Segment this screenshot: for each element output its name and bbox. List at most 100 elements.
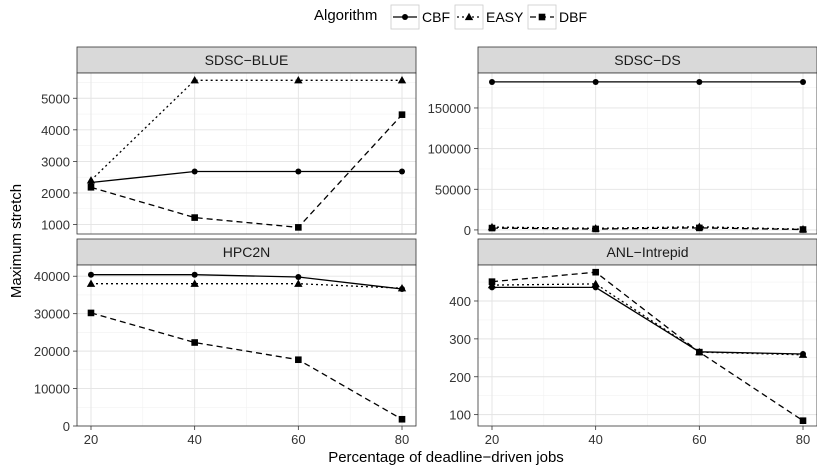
series-line-easy — [91, 283, 403, 289]
panel-border — [76, 264, 417, 427]
facet-strip — [477, 46, 817, 74]
data-point-dbf — [191, 214, 198, 221]
data-point-dbf — [488, 278, 496, 285]
data-point-easy — [294, 279, 303, 287]
y-tick-label: 50000 — [435, 182, 471, 197]
series-line-dbf — [90, 114, 403, 229]
y-axis-label: Maximum stretch — [8, 184, 25, 298]
y-tick-label: 20000 — [34, 344, 70, 359]
legend-key-marker — [538, 13, 546, 21]
series-line-cbf — [91, 274, 403, 290]
y-tick-label: 0 — [464, 223, 471, 238]
data-point-dbf — [398, 415, 406, 423]
facet-panel: ANL−Intrepid 100 200 300 400 20 40 60 80 — [449, 238, 817, 447]
data-point-easy — [294, 76, 303, 84]
data-point-easy — [591, 279, 600, 288]
legend-key-marker — [402, 14, 408, 20]
data-point-easy — [86, 176, 96, 184]
facet-title: ANL−Intrepid — [606, 244, 688, 260]
panel-border — [76, 72, 417, 235]
data-point-dbf — [488, 224, 496, 232]
series-line-easy — [491, 226, 804, 230]
facet-panel: SDSC−BLUE 1000 2000 3000 4000 5000 — [41, 46, 417, 235]
legend-label: CBF — [422, 9, 450, 25]
data-point-dbf — [295, 224, 302, 231]
data-point-dbf — [191, 339, 198, 346]
x-tick-label: 80 — [796, 432, 810, 447]
data-point-dbf — [799, 226, 807, 233]
x-tick-label: 60 — [291, 432, 305, 447]
y-tick-label: 30000 — [34, 307, 70, 322]
data-point-dbf — [295, 356, 302, 364]
legend-label: DBF — [559, 9, 587, 25]
x-tick-label: 20 — [84, 432, 98, 447]
data-point-cbf — [488, 78, 495, 85]
data-point-dbf — [799, 417, 807, 424]
y-tick-label: 2000 — [41, 186, 70, 201]
series-line-easy — [491, 283, 804, 356]
y-tick-label: 10000 — [34, 382, 70, 397]
legend-title: Algorithm — [314, 7, 377, 24]
x-tick-label: 40 — [187, 432, 201, 447]
series-line-easy — [90, 79, 402, 181]
legend-key-marker — [464, 12, 474, 21]
y-tick-label: 200 — [449, 370, 471, 385]
data-point-dbf — [87, 309, 95, 317]
y-tick-label: 400 — [449, 294, 471, 309]
data-point-cbf — [191, 271, 198, 278]
y-tick-label: 0 — [63, 419, 70, 434]
data-point-cbf — [592, 78, 599, 85]
series-line-cbf — [90, 170, 402, 184]
data-point-cbf — [800, 78, 807, 85]
series-line-cbf — [492, 286, 804, 355]
x-tick-label: 60 — [692, 432, 706, 447]
facet-title: HPC2N — [223, 244, 270, 260]
data-point-cbf — [87, 271, 94, 278]
data-point-cbf — [295, 273, 302, 280]
facet-title: SDSC−BLUE — [205, 52, 289, 68]
y-tick-label: 150000 — [428, 101, 471, 116]
series-line-dbf — [491, 271, 804, 422]
data-point-cbf — [696, 78, 703, 85]
y-tick-label: 100000 — [428, 142, 471, 157]
legend-items: CBF EASY DBF — [390, 4, 587, 30]
x-tick-label: 20 — [485, 432, 499, 447]
facet-strip — [76, 238, 417, 266]
facet-strip — [477, 238, 817, 266]
data-point-dbf — [398, 111, 406, 118]
facet-panel: HPC2N 0 10000 20000 30000 40000 20 40 60 80 — [34, 238, 417, 447]
data-point-dbf — [592, 225, 599, 233]
data-point-easy — [190, 279, 199, 287]
y-tick-label: 300 — [449, 332, 471, 347]
series-line-dbf — [90, 312, 403, 420]
y-tick-label: 40000 — [34, 269, 70, 284]
x-axis-label: Percentage of deadline−driven jobs — [328, 449, 564, 466]
panel-border — [477, 72, 817, 235]
panel-border — [477, 264, 817, 427]
data-point-cbf — [295, 168, 302, 175]
y-tick-label: 5000 — [41, 91, 70, 106]
y-tick-label: 3000 — [41, 154, 70, 169]
y-tick-label: 100 — [449, 408, 471, 423]
data-point-easy — [86, 279, 96, 287]
data-point-cbf — [191, 168, 198, 175]
data-point-easy — [190, 76, 199, 84]
data-point-easy — [397, 76, 407, 84]
data-point-dbf — [696, 348, 703, 356]
x-tick-label: 80 — [395, 432, 409, 447]
y-tick-label: 1000 — [41, 218, 70, 233]
facet-panels: SDSC−BLUE10002000300040005000SDSC−DS0500… — [34, 46, 817, 447]
data-point-dbf — [696, 224, 703, 232]
data-point-dbf — [592, 268, 599, 276]
facet-title: SDSC−DS — [614, 52, 681, 68]
facet-strip — [76, 46, 417, 74]
series-line-dbf — [491, 227, 804, 231]
x-tick-label: 40 — [588, 432, 602, 447]
facet-panel: SDSC−DS 0 50000 100000 150000 — [428, 46, 817, 238]
data-point-easy — [798, 350, 808, 358]
data-point-cbf — [399, 168, 406, 175]
legend-label: EASY — [486, 9, 524, 25]
data-point-easy — [397, 284, 407, 292]
